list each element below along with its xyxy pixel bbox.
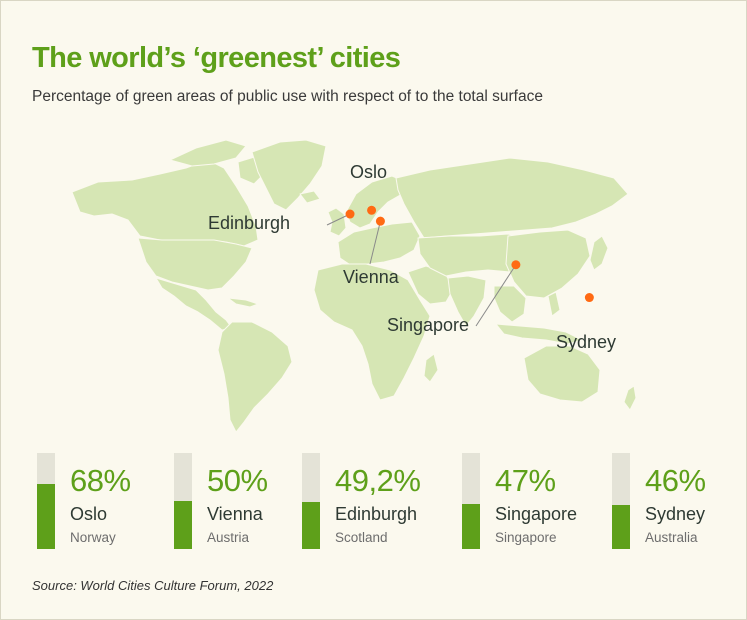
british-isles xyxy=(327,207,347,237)
russia xyxy=(395,157,629,239)
bar-fill-vienna xyxy=(174,501,192,549)
marker-oslo xyxy=(367,205,377,215)
stat-city: Edinburgh xyxy=(335,504,418,524)
stat-country: Singapore xyxy=(495,530,557,545)
marker-vienna xyxy=(375,216,385,226)
stat-country: Australia xyxy=(645,530,698,545)
stat-city: Singapore xyxy=(495,504,578,524)
caribbean xyxy=(227,297,259,308)
bar-fill-sydney xyxy=(612,504,630,549)
stat-percent: 49,2% xyxy=(335,463,421,498)
greenland xyxy=(251,139,327,211)
map-label-oslo: Oslo xyxy=(350,162,388,182)
stat-percent: 46% xyxy=(645,463,706,498)
australia xyxy=(523,345,601,403)
leader-line-edinburgh xyxy=(369,221,381,265)
japan xyxy=(589,235,609,271)
stat-percent: 50% xyxy=(207,463,268,498)
southeast-asia xyxy=(493,285,527,323)
map-label-vienna: Vienna xyxy=(343,267,399,287)
philippines xyxy=(547,291,561,317)
stat-country: Norway xyxy=(70,530,116,545)
page-subtitle: Percentage of green areas of public use … xyxy=(32,88,543,105)
bar-fill-singapore xyxy=(462,503,480,549)
stat-city: Sydney xyxy=(645,504,706,524)
south-america xyxy=(217,321,293,433)
marker-edinburgh xyxy=(345,209,355,219)
bar-track xyxy=(612,453,630,549)
africa xyxy=(313,263,431,401)
stat-city: Vienna xyxy=(207,504,263,524)
india xyxy=(447,275,487,327)
map-label-singapore: Singapore xyxy=(387,315,470,335)
indonesia xyxy=(495,323,583,345)
stat-percent: 47% xyxy=(495,463,556,498)
bar-track xyxy=(302,453,320,549)
bar-track xyxy=(462,453,480,549)
bar-track xyxy=(174,453,192,549)
scandinavia xyxy=(345,175,407,229)
east-asia xyxy=(505,229,591,299)
north-america-north xyxy=(71,159,259,247)
iceland xyxy=(299,190,321,204)
world-map xyxy=(71,139,637,433)
madagascar xyxy=(423,353,439,383)
stat-country: Austria xyxy=(207,530,250,545)
marker-sydney xyxy=(584,293,594,303)
arctic-islands xyxy=(169,139,247,167)
north-america-usa xyxy=(137,237,253,291)
stat-city: Oslo xyxy=(70,504,108,524)
stat-country: Scotland xyxy=(335,530,388,545)
page-title: The world’s ‘greenest’ cities xyxy=(32,42,401,74)
bar-fill-edinburgh xyxy=(302,501,320,549)
map-label-edinburgh: Edinburgh xyxy=(208,213,291,233)
bar-track xyxy=(37,453,55,549)
map-label-sydney: Sydney xyxy=(556,332,617,352)
source-note: Source: World Cities Culture Forum, 2022 xyxy=(32,578,274,593)
new-zealand xyxy=(623,385,637,411)
bar-fill-oslo xyxy=(37,483,55,549)
marker-singapore xyxy=(511,260,521,270)
leader-line-singapore xyxy=(475,264,517,327)
stat-percent: 68% xyxy=(70,463,131,498)
